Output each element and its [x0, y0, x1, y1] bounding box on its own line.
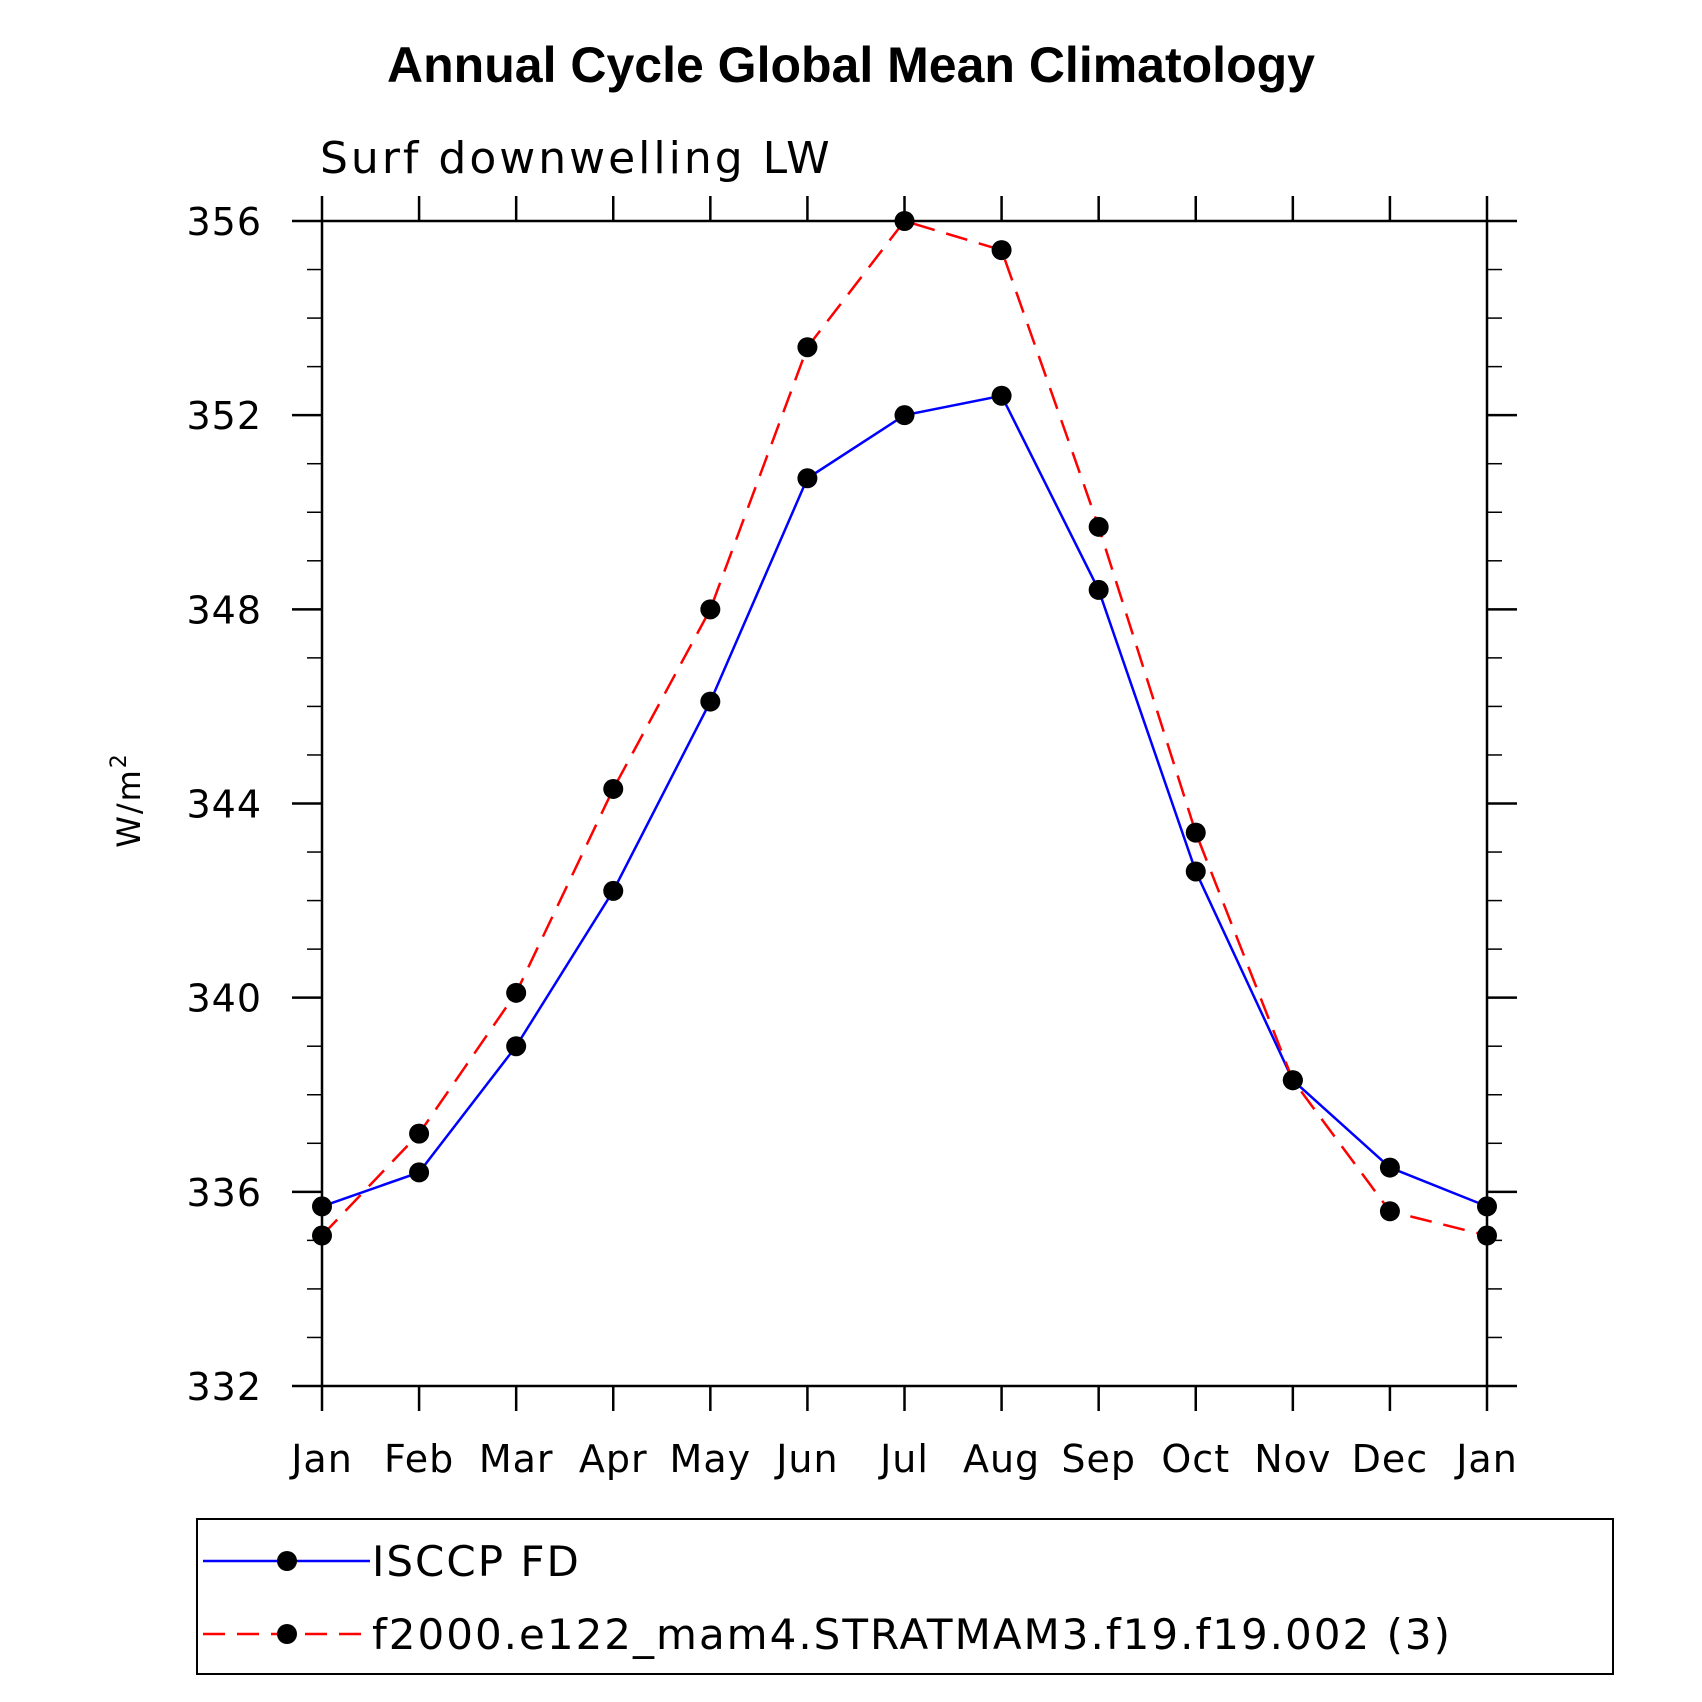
legend-label-1: ISCCP FD: [372, 1537, 581, 1586]
x-tick-label: Mar: [479, 1437, 554, 1481]
x-tick-label: Nov: [1254, 1437, 1331, 1481]
series-2-point: [1379, 1201, 1400, 1222]
chart-subtitle: Surf downwelling LW: [320, 133, 833, 184]
x-tick-label: Jul: [878, 1437, 929, 1481]
y-tick-label: 336: [186, 1171, 262, 1215]
x-tick-label: Dec: [1352, 1437, 1429, 1481]
series-2-point: [312, 1225, 332, 1246]
series-1-point: [894, 405, 915, 426]
x-tick-label: Feb: [384, 1437, 454, 1481]
series-2-point: [797, 337, 818, 358]
series-1-point: [797, 468, 818, 489]
y-axis-label-main: W/m: [110, 768, 148, 848]
y-tick-label: 332: [186, 1365, 262, 1409]
plot-frame: [320, 219, 1489, 1388]
series-2-point: [1477, 1225, 1497, 1246]
series-2-point: [506, 982, 527, 1003]
y-axis-label: W/m2: [107, 752, 148, 848]
x-tick-label: Apr: [579, 1437, 648, 1481]
series-line-2: [321, 219, 1488, 1237]
x-tick-label: Jan: [289, 1437, 353, 1481]
legend-box: [196, 1518, 1614, 1675]
x-tick-label: Oct: [1161, 1437, 1230, 1481]
axis-ticks: [292, 196, 1517, 1411]
series-2-point: [700, 599, 721, 620]
x-tick-label: Aug: [963, 1437, 1040, 1481]
series-1-point: [409, 1162, 430, 1183]
x-tick-label: Jun: [774, 1437, 838, 1481]
y-tick-label: 340: [186, 977, 262, 1021]
legend-marker-2: [277, 1624, 297, 1644]
series-1-point: [1477, 1196, 1497, 1217]
chart-title: Annual Cycle Global Mean Climatology: [387, 37, 1315, 93]
series-1-point: [312, 1196, 332, 1217]
axis-tick-labels: Jan Feb Mar Apr May Jun Jul Aug Sep Oct Nov Dec Jan 3…: [186, 200, 1518, 1481]
legend-label-2: f2000.e122_mam4.STRATMAM3.f19.f19.002 (3…: [372, 1610, 1452, 1659]
series-1-point: [506, 1036, 527, 1057]
series-1-point: [991, 385, 1012, 406]
legend-marker-1: [277, 1551, 297, 1571]
y-axis-label-superscript: 2: [107, 752, 132, 768]
x-tick-label: Sep: [1061, 1437, 1136, 1481]
legend: ISCCP FD f2000.e122_mam4.STRATMAM3.f19.f1…: [203, 1537, 1452, 1659]
series-1-point: [1088, 579, 1109, 600]
series-1-point: [603, 880, 624, 901]
y-tick-label: 352: [186, 394, 262, 438]
x-tick-label: May: [670, 1437, 752, 1481]
y-tick-label: 356: [186, 200, 262, 244]
series-2-point: [1185, 822, 1206, 843]
series-layer: [312, 211, 1497, 1246]
series-2-point: [603, 778, 624, 799]
series-2-point: [894, 211, 915, 231]
series-line-1: [321, 394, 1488, 1208]
x-tick-label: Jan: [1454, 1437, 1518, 1481]
y-tick-label: 348: [186, 588, 262, 632]
series-1-point: [1185, 861, 1206, 882]
series-2-point: [1088, 516, 1109, 537]
series-2-point: [991, 240, 1012, 261]
series-1-point: [700, 691, 721, 712]
series-2-point: [1282, 1070, 1303, 1091]
series-1-point: [1379, 1157, 1400, 1178]
series-2-point: [409, 1123, 430, 1144]
y-tick-label: 344: [186, 783, 262, 827]
